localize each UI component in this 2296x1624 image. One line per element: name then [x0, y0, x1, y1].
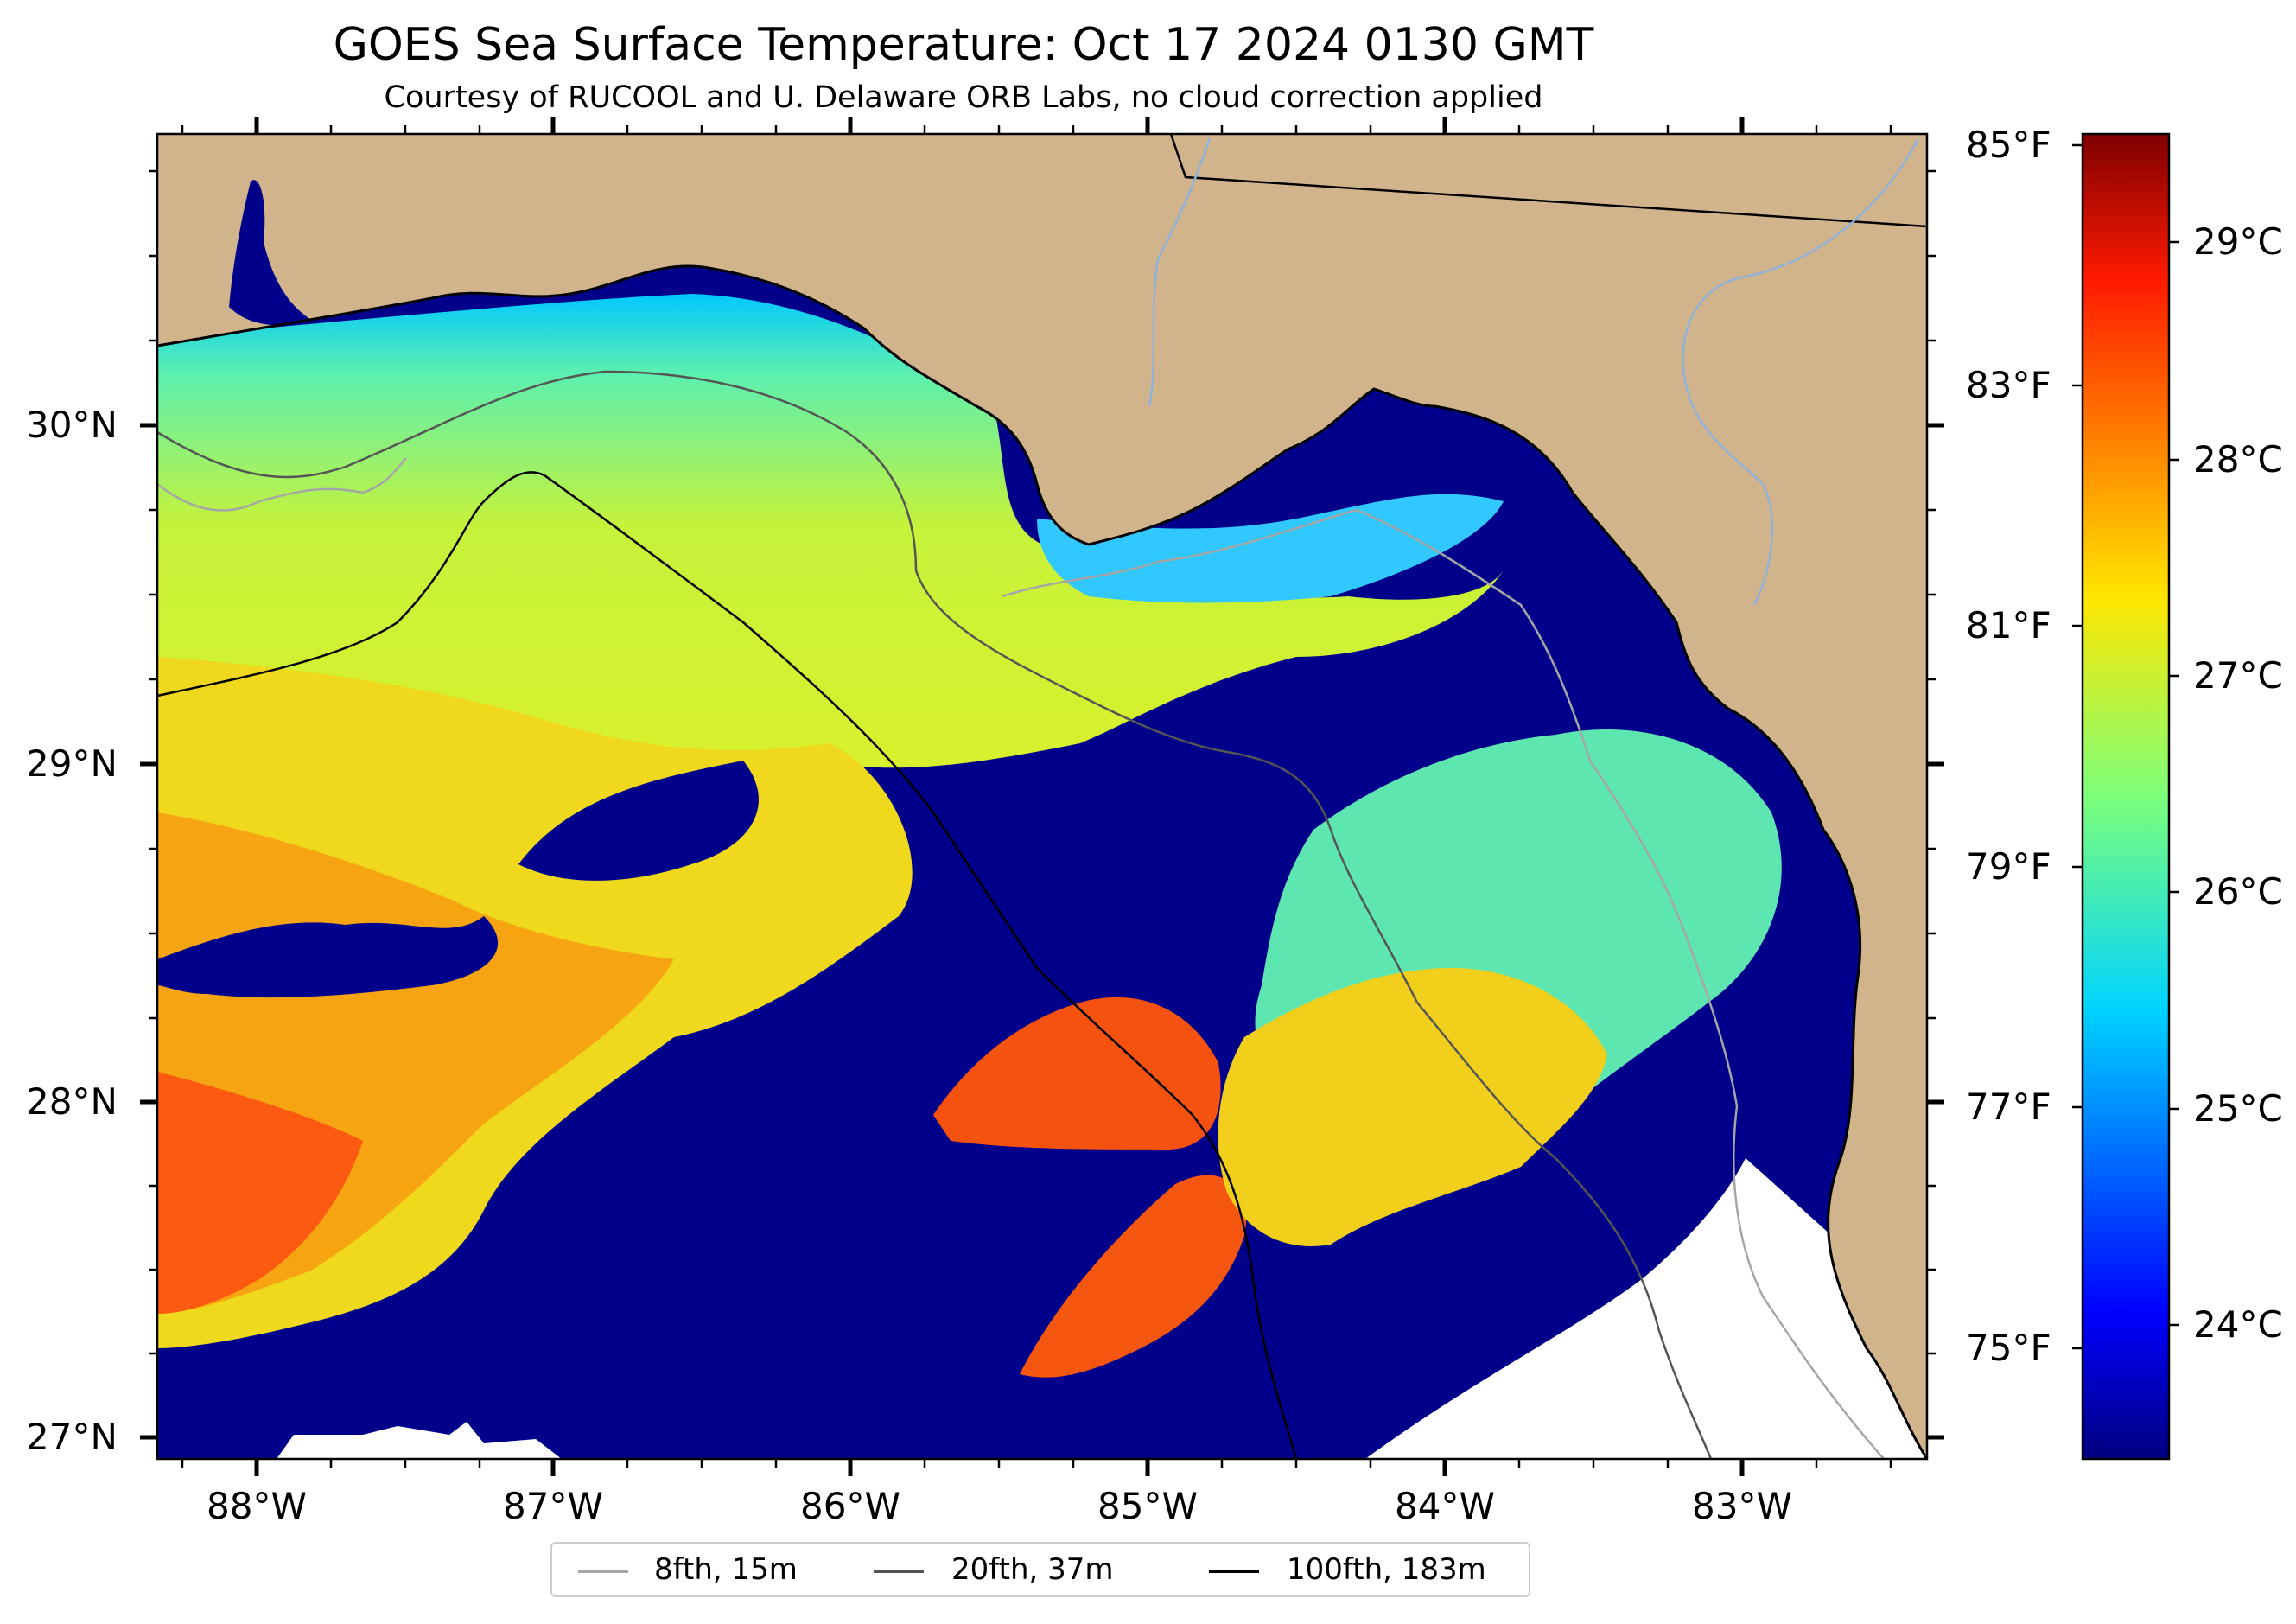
map-title: GOES Sea Surface Temperature: Oct 17 202… — [333, 19, 1594, 71]
legend-swatch-20fth — [874, 1570, 924, 1573]
lat-label-28n: 28°N — [26, 1080, 118, 1123]
legend-label-8fth: 8fth, 15m — [654, 1552, 798, 1587]
map-frame — [156, 132, 1929, 1461]
lon-label-88w: 88°W — [207, 1485, 307, 1527]
lat-label-27n: 27°N — [26, 1416, 118, 1458]
lon-label-87w: 87°W — [503, 1485, 603, 1527]
colorbar — [2081, 132, 2171, 1461]
contour-8fth — [157, 457, 1885, 1459]
colorbar-c-label: 28°C — [2193, 438, 2283, 481]
map-ticks — [140, 117, 1944, 1476]
lon-label-83w: 83°W — [1692, 1485, 1792, 1527]
cyan-shelf-east — [1037, 494, 1504, 603]
contour-legend: 8fth, 15m 20fth, 37m 100fth, 183m — [550, 1542, 1530, 1597]
colorbar-f-label: 81°F — [1966, 604, 2051, 646]
no-data-strip-south — [277, 1422, 562, 1459]
contour-20fth — [157, 370, 1713, 1459]
lon-label-86w: 86°W — [800, 1485, 900, 1527]
cold-intrusion-west — [157, 916, 499, 998]
coastline — [157, 264, 1927, 1459]
lat-label-30n: 30°N — [26, 404, 118, 446]
no-data-region — [1365, 1158, 1927, 1459]
lon-label-85w: 85°W — [1097, 1485, 1198, 1527]
legend-swatch-100fth — [1209, 1570, 1259, 1573]
legend-label-20fth: 20fth, 37m — [951, 1552, 1114, 1587]
map-minor-ticks — [149, 125, 1936, 1468]
colorbar-ticks — [2072, 143, 2179, 1350]
contour-100fth — [157, 471, 1298, 1459]
river-east — [1682, 137, 1920, 606]
colorbar-c-label: 27°C — [2193, 654, 2283, 697]
lat-label-29n: 29°N — [26, 742, 118, 785]
colorbar-c-label: 26°C — [2193, 870, 2283, 913]
colorbar-f-label: 85°F — [1966, 124, 2051, 166]
land-north — [157, 134, 1927, 1459]
legend-swatch-8fth — [578, 1570, 628, 1573]
map-subtitle: Courtesy of RUCOOL and U. Delaware ORB L… — [384, 80, 1543, 115]
colorbar-f-label: 77°F — [1966, 1086, 2051, 1128]
warm-eddy-south — [1020, 1175, 1246, 1378]
cold-intrusion-mid — [518, 761, 759, 881]
colorbar-c-label: 29°C — [2193, 220, 2283, 263]
map-field — [157, 134, 1927, 1459]
warm-eddy-center — [933, 997, 1221, 1150]
warm-water-east — [1218, 968, 1607, 1246]
red-orange-core-west — [157, 1072, 363, 1314]
colorbar-f-label: 79°F — [1966, 845, 2051, 888]
legend-label-100fth: 100fth, 183m — [1287, 1552, 1486, 1587]
colorbar-c-label: 24°C — [2193, 1303, 2283, 1346]
state-border — [1169, 134, 1927, 228]
lon-label-84w: 84°W — [1395, 1485, 1495, 1527]
mobile-bay — [229, 180, 311, 326]
colorbar-c-label: 25°C — [2193, 1087, 2283, 1130]
river-west — [1148, 137, 1212, 407]
colorbar-f-label: 83°F — [1966, 364, 2051, 406]
colorbar-f-label: 75°F — [1966, 1327, 2051, 1369]
